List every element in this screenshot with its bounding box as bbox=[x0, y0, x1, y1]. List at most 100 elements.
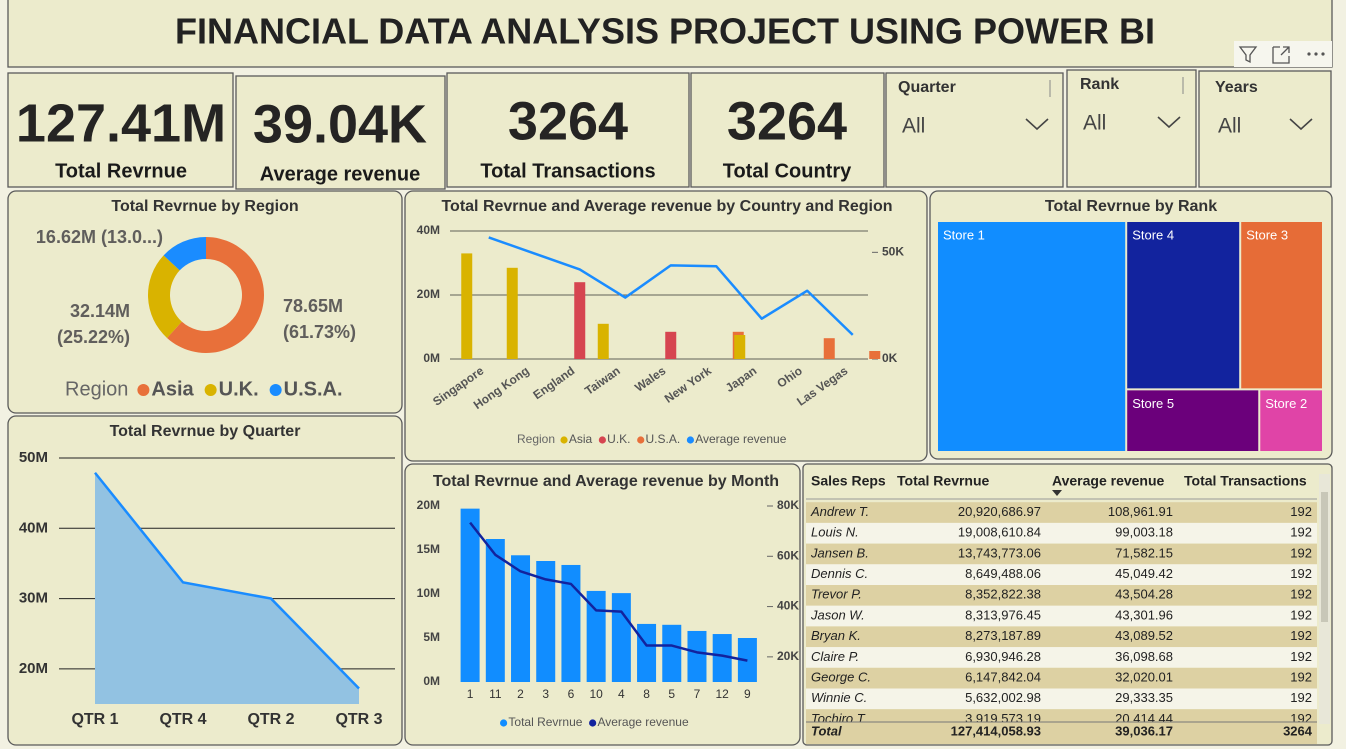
slicer-title: Quarter bbox=[898, 79, 956, 96]
slicer-panel bbox=[1066, 69, 1197, 188]
table-row bbox=[806, 688, 1317, 710]
chart-panel bbox=[7, 190, 403, 414]
table-cell: 99,003.18 bbox=[1115, 525, 1173, 540]
table-cell: 45,049.42 bbox=[1115, 566, 1173, 581]
legend-label: Average revenue bbox=[597, 715, 689, 729]
slicer-value[interactable]: All bbox=[902, 115, 925, 138]
sort-arrow[interactable] bbox=[1052, 490, 1062, 496]
treemap-label: Store 1 bbox=[943, 227, 985, 242]
line bbox=[94, 471, 360, 690]
treemap-cell bbox=[1127, 222, 1240, 389]
chart-title: Total Revrnue by Rank bbox=[1045, 198, 1217, 215]
legend-label: U.K. bbox=[219, 378, 259, 400]
legend-marker bbox=[589, 719, 597, 727]
slicer-title: Years bbox=[1215, 79, 1258, 96]
bar bbox=[869, 351, 881, 359]
data-label: 32.14M bbox=[70, 301, 130, 321]
page-title: FINANCIAL DATA ANALYSIS PROJECT USING PO… bbox=[175, 11, 1155, 52]
x-tick-label: 5 bbox=[668, 687, 675, 701]
column-header: Total Revrnue bbox=[897, 473, 990, 489]
total-cell: 3264 bbox=[1283, 723, 1313, 738]
focus-icon[interactable] bbox=[1272, 46, 1290, 64]
x-tick-label: 11 bbox=[489, 687, 502, 701]
dropdown-chevron[interactable] bbox=[1289, 118, 1313, 131]
table-cell: 5,632,002.98 bbox=[965, 690, 1041, 705]
kpi-card bbox=[446, 72, 690, 188]
chart-title: Total Revrnue by Region bbox=[111, 198, 298, 215]
table-cell: 32,020.01 bbox=[1115, 670, 1173, 685]
kpi-label: Total Transactions bbox=[480, 160, 655, 182]
table-cell: 192 bbox=[1290, 628, 1312, 643]
y-tick-label: 15M bbox=[417, 542, 440, 556]
table-cell: Trevor P. bbox=[811, 587, 862, 602]
x-tick-label: 12 bbox=[716, 687, 730, 701]
bar bbox=[734, 335, 746, 359]
legend-marker bbox=[598, 436, 606, 444]
bar bbox=[574, 282, 586, 359]
table-cell: 8,313,976.45 bbox=[965, 607, 1041, 622]
table-row bbox=[806, 667, 1317, 689]
table-cell: 19,008,610.84 bbox=[958, 525, 1041, 540]
chart-panel bbox=[404, 190, 928, 462]
area bbox=[95, 472, 359, 704]
table-cell: Winnie C. bbox=[811, 690, 867, 705]
table-cell: 8,273,187.89 bbox=[965, 628, 1041, 643]
x-tick-label: 4 bbox=[618, 687, 625, 701]
kpi-card bbox=[690, 72, 885, 188]
total-cell: 39,036.17 bbox=[1115, 723, 1173, 738]
table-cell: 71,582.15 bbox=[1115, 545, 1173, 560]
table-row bbox=[806, 502, 1317, 523]
kpi-value: 39.04K bbox=[253, 94, 427, 154]
scrollbar-thumb[interactable] bbox=[1321, 492, 1328, 622]
y-tick-label: 20M bbox=[417, 498, 440, 512]
table-row bbox=[806, 647, 1317, 668]
total-cell: 127,414,058.93 bbox=[951, 723, 1041, 738]
bar bbox=[597, 323, 609, 359]
treemap-label: Store 4 bbox=[1132, 227, 1174, 242]
slicer-value[interactable]: All bbox=[1218, 115, 1241, 138]
filter-icon[interactable] bbox=[1238, 46, 1258, 64]
slicer-title: Rank bbox=[1080, 76, 1119, 93]
x-tick-label: QTR 3 bbox=[335, 711, 382, 728]
legend-label: Average revenue bbox=[695, 432, 787, 446]
bar bbox=[823, 338, 835, 359]
kpi-value: 127.41M bbox=[16, 93, 226, 153]
treemap-label: Store 5 bbox=[1132, 396, 1174, 411]
x-tick-label: 9 bbox=[744, 687, 751, 701]
bar bbox=[485, 539, 505, 682]
table-cell: Andrew T. bbox=[810, 504, 869, 519]
bar bbox=[637, 623, 657, 682]
data-label: 16.62M (13.0...) bbox=[36, 227, 163, 247]
data-label: 78.65M bbox=[283, 296, 343, 316]
column-header: Average revenue bbox=[1052, 473, 1165, 489]
table-cell: Bryan K. bbox=[811, 628, 861, 643]
bar bbox=[712, 634, 732, 682]
slicer-value[interactable]: All bbox=[1083, 112, 1106, 135]
legend-title: Region bbox=[517, 432, 555, 446]
legend-label: U.K. bbox=[607, 432, 630, 446]
dropdown-chevron[interactable] bbox=[1157, 116, 1181, 129]
table-cell: 6,930,946.28 bbox=[965, 649, 1041, 664]
table-cell: 192 bbox=[1290, 607, 1312, 622]
slicer-panel bbox=[885, 72, 1064, 188]
table-cell: 43,301.96 bbox=[1115, 607, 1173, 622]
x-tick-label: 3 bbox=[542, 687, 549, 701]
donut-slice bbox=[167, 237, 264, 353]
table-cell: Jansen B. bbox=[810, 545, 869, 560]
table-cell: 108,961.91 bbox=[1108, 504, 1173, 519]
treemap-cell bbox=[938, 222, 1126, 451]
y-tick-label: 20M bbox=[19, 660, 48, 677]
bar bbox=[506, 267, 518, 359]
donut-slice bbox=[163, 237, 206, 271]
y-tick-label: 0M bbox=[423, 351, 440, 365]
more-icon[interactable] bbox=[1307, 52, 1325, 56]
table-cell: 192 bbox=[1290, 587, 1312, 602]
kpi-label: Total Country bbox=[723, 160, 852, 182]
kpi-label: Total Revrnue bbox=[55, 160, 187, 182]
kpi-value: 3264 bbox=[727, 91, 847, 151]
dropdown-chevron[interactable] bbox=[1025, 118, 1049, 131]
legend-marker bbox=[137, 384, 150, 396]
table-cell: 20,920,686.97 bbox=[958, 504, 1041, 519]
treemap-label: Store 3 bbox=[1246, 227, 1288, 242]
chart-title: Total Revrnue by Quarter bbox=[110, 423, 301, 440]
